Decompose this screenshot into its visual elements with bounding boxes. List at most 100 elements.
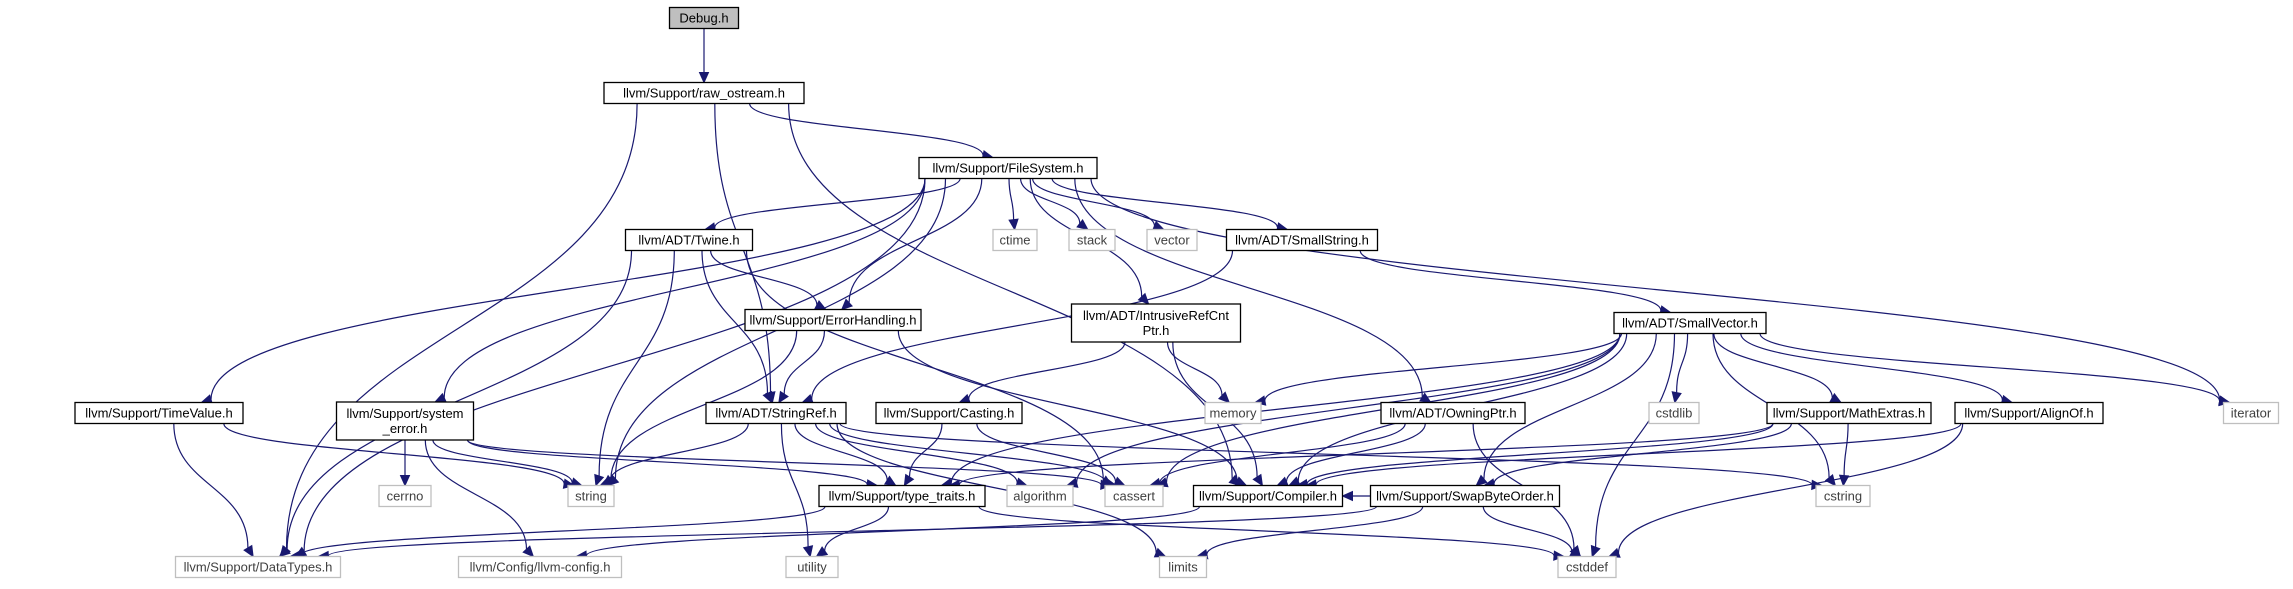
node-cstdlib: cstdlib — [1648, 401, 1700, 425]
arrowhead-filesystem-to-intrusive — [1137, 292, 1150, 305]
arrowhead-twine-to-string — [594, 473, 605, 487]
edge-smallvector-to-algorithm — [1076, 333, 1621, 483]
node-box-system_error — [335, 401, 475, 441]
node-filesystem[interactable]: llvm/Support/FileSystem.h — [918, 156, 1098, 180]
arrowhead-errorhandling-to-stringref — [778, 390, 789, 404]
node-box-ctime — [992, 228, 1038, 252]
node-box-algorithm — [1006, 484, 1074, 508]
node-box-vector — [1146, 228, 1198, 252]
node-owningptr[interactable]: llvm/ADT/OwningPtr.h — [1380, 401, 1526, 425]
node-swapbyteorder[interactable]: llvm/Support/SwapByteOrder.h — [1369, 484, 1561, 508]
node-raw_ostream[interactable]: llvm/Support/raw_ostream.h — [603, 81, 805, 105]
node-box-iterator — [2222, 401, 2280, 425]
arrowhead-twine-to-stringref — [762, 390, 773, 404]
node-cstddef: cstddef — [1557, 555, 1617, 579]
node-box-timevalue — [74, 401, 244, 425]
node-label-errorhandling: llvm/Support/ErrorHandling.h — [750, 313, 917, 328]
node-box-swapbyteorder — [1369, 484, 1561, 508]
edge-errorhandling-to-stringref — [783, 330, 826, 395]
node-label-intrusive: Ptr.h — [1143, 323, 1170, 338]
edge-type_traits-to-utility — [824, 506, 890, 551]
node-mathextras[interactable]: llvm/Support/MathExtras.h — [1766, 401, 1932, 425]
edge-compiler-to-llvmconfig — [585, 505, 1201, 557]
node-system_error[interactable]: llvm/Support/system_error.h — [335, 401, 475, 441]
node-box-debug — [668, 6, 740, 30]
node-label-cstddef: cstddef — [1566, 560, 1608, 575]
node-label-cerrno: cerrno — [387, 489, 424, 504]
node-label-cstdlib: cstdlib — [1656, 406, 1693, 421]
node-twine[interactable]: llvm/ADT/Twine.h — [624, 228, 754, 252]
node-label-limits: limits — [1168, 560, 1198, 575]
arrowhead-system_error-to-cerrno — [399, 475, 411, 487]
node-box-stringref — [705, 401, 847, 425]
arrowhead-intrusive-to-compiler — [1252, 473, 1264, 487]
edge-smallstring-to-stringref — [811, 250, 1234, 400]
arrowhead-smallvector-to-cstddef — [1590, 544, 1601, 558]
node-box-utility — [785, 555, 839, 579]
arrowhead-filesystem-to-ctime — [1008, 218, 1019, 231]
edges-layer — [173, 28, 2231, 562]
edge-filesystem-to-system_error — [443, 178, 926, 398]
node-stringref[interactable]: llvm/ADT/StringRef.h — [705, 401, 847, 425]
node-errorhandling[interactable]: llvm/Support/ErrorHandling.h — [744, 308, 922, 332]
nodes-layer: Debug.h llvm/Support/raw_ostream.h llvm/Su… — [74, 6, 2280, 579]
node-timevalue[interactable]: llvm/Support/TimeValue.h — [74, 401, 244, 425]
node-box-raw_ostream — [603, 81, 805, 105]
edge-smallvector-to-swapbyteorder — [1483, 333, 1657, 480]
node-label-smallstring: llvm/ADT/SmallString.h — [1235, 233, 1369, 248]
node-cassert: cassert — [1104, 484, 1164, 508]
edge-stringref-to-cstring — [839, 422, 1813, 486]
node-box-llvmconfig — [457, 555, 623, 579]
edge-smallvector-to-mathextras — [1713, 333, 1833, 398]
edge-alignof-to-compiler — [1315, 422, 1962, 486]
node-type_traits[interactable]: llvm/Support/type_traits.h — [818, 484, 986, 508]
edge-mathextras-to-cstring — [1843, 423, 1849, 476]
node-compiler[interactable]: llvm/Support/Compiler.h — [1192, 484, 1344, 508]
arrowhead-filesystem-to-errorhandling — [840, 298, 853, 311]
edge-timevalue-to-string — [223, 423, 565, 485]
node-smallstring[interactable]: llvm/ADT/SmallString.h — [1225, 228, 1379, 252]
node-label-swapbyteorder: llvm/Support/SwapByteOrder.h — [1376, 489, 1554, 504]
node-label-twine: llvm/ADT/Twine.h — [638, 233, 739, 248]
edge-twine-to-string — [598, 250, 675, 477]
node-label-stack: stack — [1077, 233, 1108, 248]
node-label-intrusive: llvm/ADT/IntrusiveRefCnt — [1083, 308, 1229, 323]
node-label-ctime: ctime — [999, 233, 1030, 248]
edge-smallvector-to-memory — [1264, 333, 1623, 401]
edge-filesystem-to-ctime — [1008, 178, 1015, 220]
edge-smallvector-to-iterator — [1759, 333, 2221, 402]
edge-filesystem-to-stack — [1020, 178, 1081, 224]
node-box-filesystem — [918, 156, 1098, 180]
node-limits: limits — [1158, 555, 1208, 579]
edge-raw_ostream-to-filesystem — [749, 103, 984, 156]
node-smallvector[interactable]: llvm/ADT/SmallVector.h — [1613, 311, 1767, 335]
node-datatypes: llvm/Support/DataTypes.h — [174, 555, 342, 579]
arrowhead-type_traits-to-utility — [815, 546, 829, 558]
node-algorithm: algorithm — [1006, 484, 1074, 508]
node-label-memory: memory — [1210, 406, 1257, 421]
arrowhead-timevalue-to-datatypes — [243, 544, 254, 558]
node-alignof[interactable]: llvm/Support/AlignOf.h — [1954, 401, 2104, 425]
arrowhead-smallvector-to-swapbyteorder — [1475, 474, 1488, 487]
node-box-errorhandling — [744, 308, 922, 332]
edge-stringref-to-utility — [780, 423, 809, 547]
node-label-cassert: cassert — [1113, 489, 1155, 504]
node-label-alignof: llvm/Support/AlignOf.h — [1964, 406, 2093, 421]
node-casting[interactable]: llvm/Support/Casting.h — [875, 401, 1023, 425]
edge-mathextras-to-type_traits — [958, 422, 1774, 486]
edge-intrusive-to-casting — [968, 341, 1126, 400]
node-label-debug: Debug.h — [679, 11, 728, 26]
arrowhead-system_error-to-llvmconfig — [522, 545, 535, 558]
edge-errorhandling-to-string — [610, 330, 798, 480]
arrowhead-swapbyteorder-to-compiler — [1341, 490, 1353, 502]
node-label-filesystem: llvm/Support/FileSystem.h — [933, 161, 1084, 176]
node-debug[interactable]: Debug.h — [668, 6, 740, 30]
edge-swapbyteorder-to-cstddef — [1482, 506, 1573, 553]
node-box-cerrno — [378, 484, 432, 508]
node-label-timevalue: llvm/Support/TimeValue.h — [85, 406, 232, 421]
arrowhead-casting-to-type_traits — [903, 473, 915, 487]
edge-filesystem-to-twine — [714, 178, 961, 228]
edge-stringref-to-string — [608, 423, 749, 482]
node-utility: utility — [785, 555, 839, 579]
